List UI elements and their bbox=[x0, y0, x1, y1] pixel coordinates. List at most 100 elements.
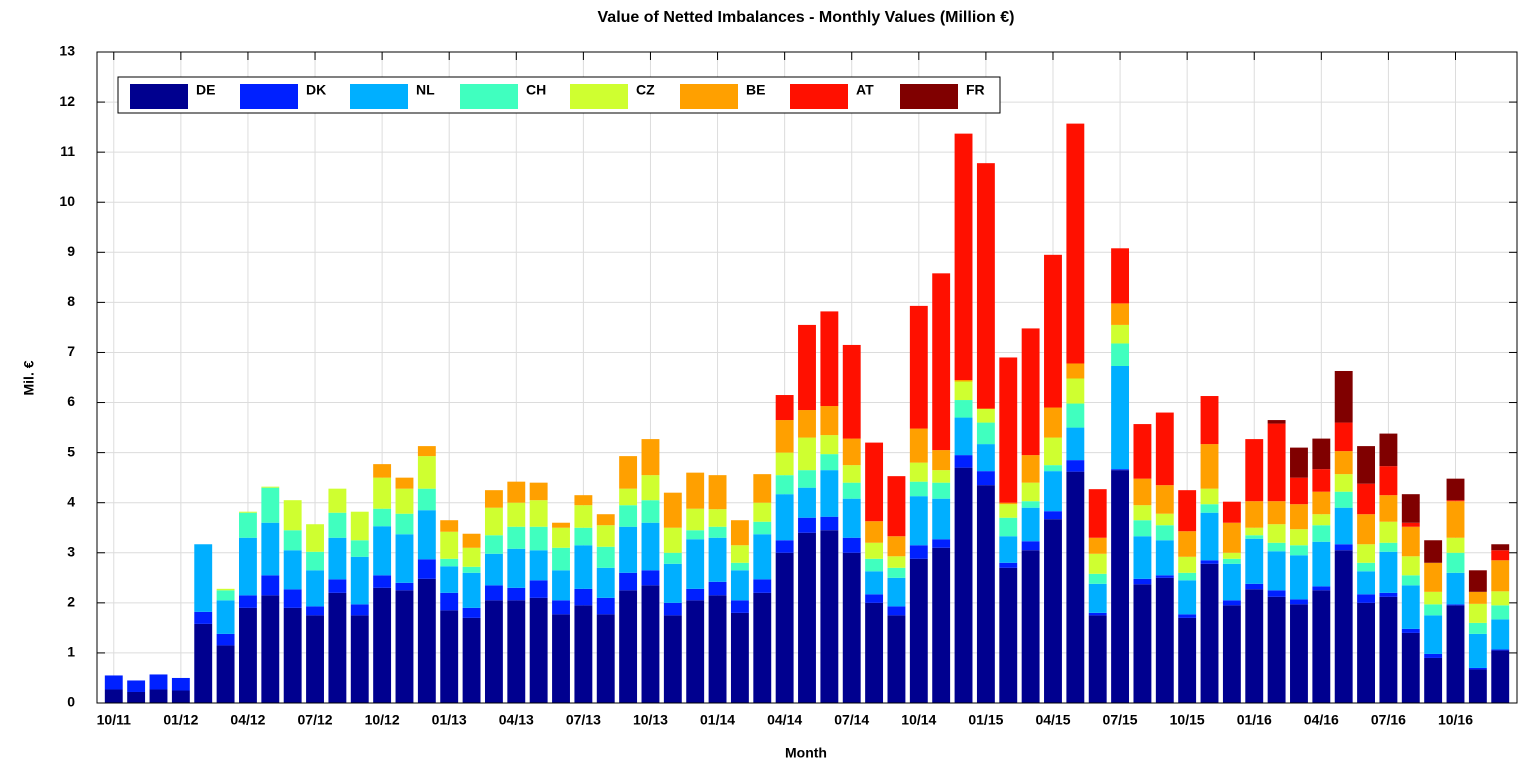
bar-segment bbox=[887, 577, 906, 607]
bar-segment bbox=[350, 615, 369, 703]
bar-segment bbox=[462, 533, 481, 548]
bar-segment bbox=[1401, 585, 1420, 629]
bar-segment bbox=[239, 537, 257, 596]
bar-segment bbox=[976, 444, 995, 472]
legend-label: AT bbox=[856, 82, 874, 98]
plot-frame bbox=[96, 51, 1518, 704]
bar-segment bbox=[686, 530, 705, 540]
bar-segment bbox=[1446, 604, 1465, 606]
bar-segment bbox=[842, 438, 861, 466]
bar-segment bbox=[999, 504, 1018, 518]
bar-segment bbox=[574, 495, 593, 506]
bar-segment bbox=[417, 488, 436, 511]
bar-segment bbox=[1334, 422, 1353, 452]
bar-segment bbox=[686, 588, 705, 601]
bar-segment bbox=[529, 597, 548, 703]
bar-segment bbox=[1222, 522, 1241, 553]
bar-segment bbox=[865, 594, 884, 603]
bar-segment bbox=[932, 539, 951, 548]
bar-segment bbox=[596, 567, 615, 598]
bar-segment bbox=[1446, 552, 1465, 573]
bar-segment bbox=[820, 435, 839, 455]
y-tick-label: 7 bbox=[67, 343, 75, 359]
bar-segment bbox=[1491, 591, 1510, 606]
bar-segment bbox=[1111, 470, 1130, 703]
bar-segment bbox=[328, 592, 347, 703]
x-tick-label: 01/14 bbox=[700, 712, 735, 728]
bar-segment bbox=[663, 615, 682, 703]
bar-segment bbox=[1290, 504, 1308, 530]
bar-segment bbox=[1111, 365, 1130, 470]
bar-segment bbox=[1267, 524, 1286, 543]
bar-segment bbox=[954, 400, 973, 418]
bar-segment bbox=[507, 502, 526, 527]
bar-segment bbox=[440, 558, 459, 567]
bar-segment bbox=[1401, 575, 1420, 586]
bar-segment bbox=[887, 606, 906, 616]
bar-segment bbox=[552, 614, 570, 703]
bar-segment bbox=[1222, 563, 1241, 601]
bar-segment bbox=[999, 536, 1018, 563]
bar-segment bbox=[1379, 542, 1398, 552]
bar-segment bbox=[663, 563, 682, 603]
bar-segment bbox=[1424, 604, 1443, 616]
bar-segment bbox=[1155, 540, 1174, 576]
bar-segment bbox=[798, 470, 816, 488]
bar-segment bbox=[1312, 525, 1331, 542]
bar-segment bbox=[1267, 551, 1286, 591]
bar-segment bbox=[1133, 424, 1152, 479]
bar-segment bbox=[1222, 558, 1241, 564]
bar-segment bbox=[1267, 542, 1286, 552]
bar-segment bbox=[954, 467, 973, 703]
bar-segment bbox=[507, 587, 526, 601]
bar-segment bbox=[1357, 544, 1375, 563]
bar-segment bbox=[865, 542, 884, 559]
bar-segment bbox=[909, 545, 928, 559]
bar-segment bbox=[306, 524, 324, 552]
bar-segment bbox=[440, 592, 459, 611]
bar-segment bbox=[1379, 495, 1398, 522]
bar-segment bbox=[708, 475, 727, 510]
bar-segment bbox=[216, 633, 235, 646]
bar-segment bbox=[1178, 531, 1197, 557]
bar-segment bbox=[529, 482, 548, 501]
bar-segment bbox=[1334, 474, 1353, 492]
bar-segment bbox=[619, 526, 638, 573]
bar-segment bbox=[574, 527, 593, 546]
bar-segment bbox=[708, 537, 727, 582]
bar-segment bbox=[1446, 500, 1465, 502]
bar-segment bbox=[775, 494, 794, 541]
bar-segment bbox=[462, 572, 481, 608]
bar-segment bbox=[1312, 491, 1331, 515]
bar-segment bbox=[1290, 604, 1308, 703]
bar-segment bbox=[1066, 403, 1085, 428]
bar-segment bbox=[909, 558, 928, 703]
bar-segment bbox=[1267, 596, 1286, 703]
x-tick-label: 01/13 bbox=[432, 712, 467, 728]
bar-segment bbox=[1446, 572, 1465, 605]
bar-segment bbox=[753, 579, 772, 593]
bar-segment bbox=[1401, 522, 1420, 527]
bar-segment bbox=[1245, 538, 1264, 584]
bar-segment bbox=[507, 548, 526, 588]
bar-segment bbox=[373, 508, 392, 527]
bar-segment bbox=[440, 610, 459, 703]
bar-segment bbox=[596, 614, 615, 703]
bar-segment bbox=[373, 526, 392, 576]
bar-segment bbox=[842, 552, 861, 703]
bar-segment bbox=[1424, 540, 1443, 563]
bar-segment bbox=[1200, 444, 1219, 489]
bar-segment bbox=[440, 566, 459, 593]
bar-segment bbox=[1066, 471, 1085, 703]
bar-segment bbox=[1200, 512, 1219, 561]
bar-segment bbox=[1468, 591, 1487, 604]
bar-segment bbox=[216, 600, 235, 634]
bar-segment bbox=[552, 600, 570, 615]
x-tick-label: 07/12 bbox=[298, 712, 333, 728]
bar-segment bbox=[1424, 657, 1443, 703]
legend-swatch bbox=[900, 84, 958, 109]
bar-segment bbox=[484, 600, 503, 703]
bar-segment bbox=[350, 556, 369, 605]
bar-segment bbox=[1312, 469, 1331, 492]
